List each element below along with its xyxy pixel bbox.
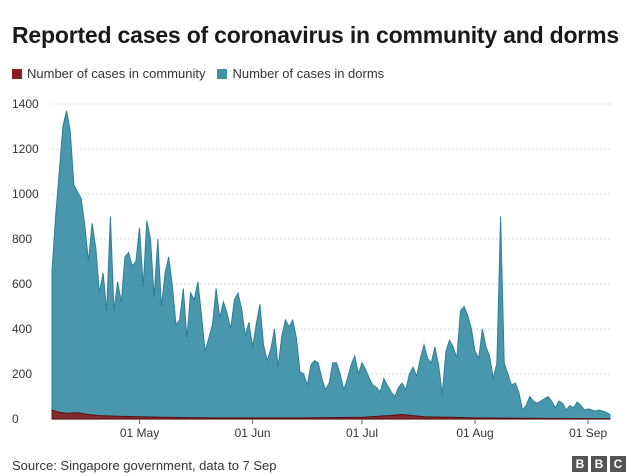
x-tick-label: 01 Jun xyxy=(235,426,271,440)
bbc-logo-block: B xyxy=(572,456,588,472)
y-tick-label: 1400 xyxy=(12,97,39,111)
bbc-logo-block: B xyxy=(591,456,607,472)
bbc-logo-block: C xyxy=(610,456,626,472)
legend-item-dorms: Number of cases in dorms xyxy=(217,66,384,81)
y-tick-label: 1000 xyxy=(12,187,39,201)
legend-label-community: Number of cases in community xyxy=(27,66,206,81)
legend-swatch-community xyxy=(12,68,22,79)
y-tick-label: 200 xyxy=(12,367,32,381)
source-note: Source: Singapore government, data to 7 … xyxy=(12,458,277,473)
chart-legend: Number of cases in community Number of c… xyxy=(12,66,396,81)
x-tick-label: 01 Sep xyxy=(569,426,607,440)
series-area-dorms xyxy=(51,110,611,420)
series-area-community xyxy=(51,409,611,420)
y-tick-label: 400 xyxy=(12,322,32,336)
y-tick-label: 800 xyxy=(12,232,32,246)
y-tick-label: 1200 xyxy=(12,142,39,156)
legend-item-community: Number of cases in community xyxy=(12,66,205,81)
x-tick-label: 01 May xyxy=(120,426,159,440)
x-tick-label: 01 Jul xyxy=(346,426,378,440)
x-tick-label: 01 Aug xyxy=(456,426,493,440)
legend-label-dorms: Number of cases in dorms xyxy=(232,66,385,81)
y-tick-label: 0 xyxy=(12,412,19,426)
area-chart: 0 200 400 600 800 1000 1200 1400 01 May 01 Jun 01 … xyxy=(12,97,611,440)
bbc-logo: B B C xyxy=(569,456,626,472)
y-tick-label: 600 xyxy=(12,277,32,291)
chart-title: Reported cases of coronavirus in communi… xyxy=(12,22,619,48)
legend-swatch-dorms xyxy=(217,68,228,79)
